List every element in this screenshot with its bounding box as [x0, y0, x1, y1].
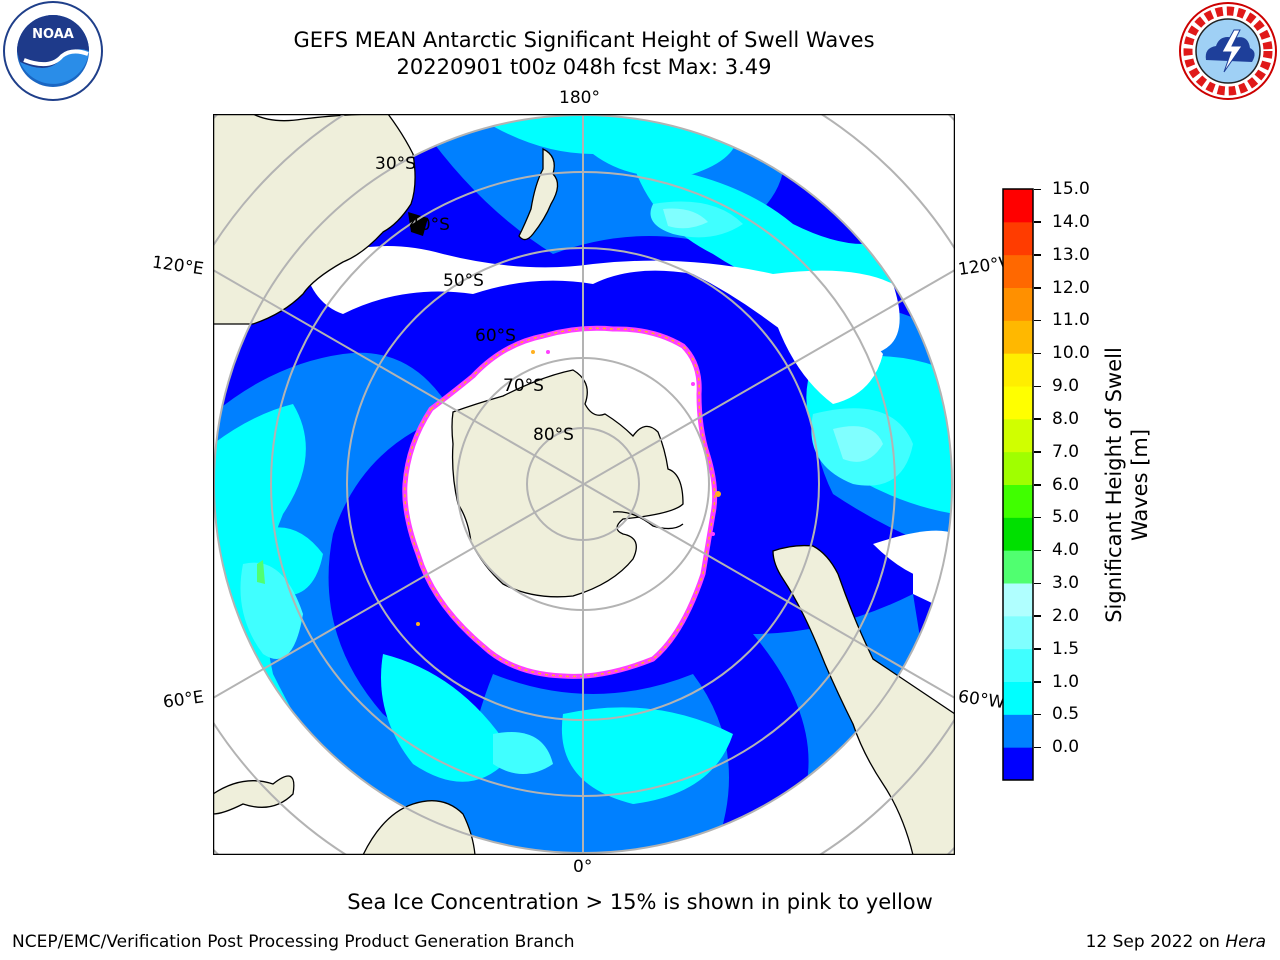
- colorbar-tick-mark: [1034, 385, 1041, 387]
- nws-logo-icon: [1179, 2, 1277, 100]
- chart-title: GEFS MEAN Antarctic Significant Height o…: [293, 28, 875, 52]
- colorbar-tick-label: 11.0: [1052, 310, 1090, 331]
- lat-label-70s: 70°S: [503, 376, 544, 396]
- colorbar-swatch: [1003, 254, 1033, 288]
- colorbar-tick-label: 3.0: [1052, 573, 1080, 593]
- noaa-logo-icon: NOAA: [3, 1, 103, 101]
- colorbar-tick-mark: [1034, 221, 1041, 223]
- colorbar-swatch: [1003, 353, 1033, 387]
- colorbar-swatch: [1003, 714, 1033, 748]
- colorbar-tick-mark: [1034, 484, 1041, 486]
- lon-label-60w: 60°W: [956, 686, 1007, 714]
- colorbar-tick-label: 14.0: [1052, 211, 1090, 232]
- colorbar-tick-mark: [1034, 352, 1041, 355]
- colorbar-tick-label: 4.0: [1052, 540, 1080, 561]
- footer-date-text: 12 Sep 2022 on: [1085, 932, 1226, 952]
- colorbar-tick-label: 2.0: [1052, 605, 1080, 626]
- colorbar-swatch: [1003, 517, 1033, 551]
- colorbar-swatch: [1003, 648, 1033, 682]
- polar-map: 30°S 40°S 50°S 60°S 70°S 80°S: [213, 114, 955, 855]
- colorbar-tick-mark: [1034, 582, 1041, 584]
- colorbar-tick-label: 7.0: [1052, 441, 1080, 462]
- colorbar-tick-label: 5.0: [1052, 507, 1080, 528]
- colorbar-tick-label: 0.0: [1052, 737, 1080, 758]
- colorbar-swatch: [1003, 287, 1033, 321]
- footer-branch: NCEP/EMC/Verification Post Processing Pr…: [12, 932, 575, 952]
- colorbar-swatch: [1003, 484, 1033, 518]
- lat-label-30s: 30°S: [375, 154, 416, 174]
- australia-land: [213, 114, 416, 325]
- colorbar-tick-label: 0.5: [1052, 704, 1080, 725]
- colorbar-tick-label: 15.0: [1052, 179, 1090, 199]
- colorbar-label-line2: Waves [m]: [1128, 428, 1152, 542]
- colorbar-tick-mark: [1034, 746, 1041, 749]
- colorbar-tick-label: 8.0: [1052, 408, 1080, 429]
- lat-label-80s: 80°S: [533, 425, 574, 445]
- colorbar-tick-mark: [1034, 648, 1041, 650]
- colorbar-swatch: [1003, 221, 1033, 256]
- colorbar-tick-mark: [1034, 254, 1041, 256]
- colorbar-swatch: [1003, 386, 1033, 420]
- colorbar-swatch: [1003, 681, 1033, 715]
- lon-label-120e: 120°E: [150, 252, 205, 280]
- colorbar-tick-mark: [1034, 418, 1041, 420]
- lat-label-40s: 40°S: [409, 215, 450, 235]
- colorbar-tick-label: 6.0: [1052, 474, 1080, 495]
- colorbar-swatch: [1003, 550, 1033, 584]
- colorbar-tick-mark: [1034, 615, 1041, 617]
- colorbar-tick-label: 1.0: [1052, 671, 1080, 692]
- colorbar-swatch: [1003, 583, 1033, 617]
- colorbar-tick-mark: [1034, 319, 1041, 322]
- lon-label-0: 0°: [573, 857, 593, 877]
- footer-date: 12 Sep 2022 on Hera: [1086, 932, 1266, 952]
- colorbar-tick-mark: [1034, 188, 1041, 190]
- lat-label-60s: 60°S: [475, 326, 516, 346]
- noaa-logo-text: NOAA: [32, 27, 74, 42]
- colorbar: [1002, 188, 1034, 781]
- colorbar-tick-mark: [1034, 681, 1041, 683]
- colorbar-swatch: [1003, 451, 1033, 485]
- chart-subtitle: 20220901 t00z 048h fcst Max: 3.49: [396, 55, 772, 79]
- colorbar-tick-label: 9.0: [1052, 376, 1080, 396]
- colorbar-tick-label: 13.0: [1052, 244, 1090, 265]
- lon-label-180: 180°: [559, 88, 600, 108]
- colorbar-label-line1: Significant Height of Swell: [1102, 347, 1126, 623]
- colorbar-tick-mark: [1034, 451, 1041, 453]
- colorbar-tick-mark: [1034, 516, 1041, 519]
- colorbar-tick-label: 10.0: [1052, 343, 1090, 364]
- lat-label-50s: 50°S: [443, 271, 484, 291]
- sea-ice-note: Sea Ice Concentration > 15% is shown in …: [347, 890, 933, 914]
- footer-system: Hera: [1225, 932, 1266, 952]
- africa-land: [362, 800, 476, 855]
- colorbar-tick-label: 12.0: [1052, 277, 1090, 298]
- colorbar-tick-mark: [1034, 287, 1041, 289]
- colorbar-swatch: [1003, 747, 1033, 781]
- lon-label-60e: 60°E: [161, 687, 206, 713]
- colorbar-tick-mark: [1034, 549, 1041, 552]
- map-frame: [213, 114, 955, 855]
- colorbar-swatch: [1003, 615, 1033, 650]
- colorbar-swatch: [1003, 320, 1033, 354]
- colorbar-swatch: [1003, 418, 1033, 453]
- colorbar-swatch: [1003, 189, 1033, 223]
- colorbar-tick-label: 1.5: [1052, 638, 1080, 659]
- colorbar-tick-mark: [1034, 713, 1041, 716]
